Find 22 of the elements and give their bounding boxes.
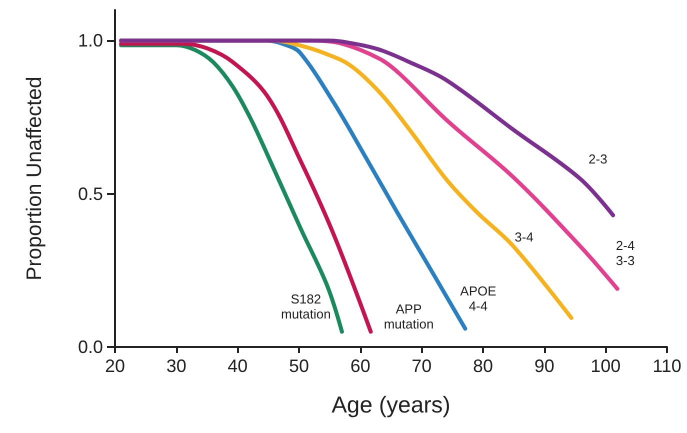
x-tick-label: 30 [166,356,186,376]
y-tick-label: 0.0 [78,337,103,357]
x-tick-label: 100 [590,356,621,376]
x-axis-title: Age (years) [332,392,450,418]
x-tick-label: 70 [412,356,432,376]
series-label: APP mutation [384,302,434,332]
x-tick-label: 40 [228,356,248,376]
series-label: 2-4 3-3 [616,238,635,268]
x-tick-label: 80 [472,356,494,376]
line-series [119,38,616,218]
x-tick-label: 20 [104,356,126,376]
x-tick-label: 110 [652,356,682,376]
y-tick-label: 1.0 [78,30,103,51]
series-label: S182 mutation [280,292,331,322]
x-tick-label: 90 [534,356,554,376]
series-label: 3-4 [514,229,534,244]
y-axis-title: Proportion Unaffected [23,76,46,280]
x-tick-label: 60 [350,356,370,376]
x-tick-label: 50 [288,356,310,376]
y-tick-label: 0.5 [78,184,103,204]
series-label: APOE 4-4 [460,284,497,314]
series-label: 2-3 [588,152,608,166]
